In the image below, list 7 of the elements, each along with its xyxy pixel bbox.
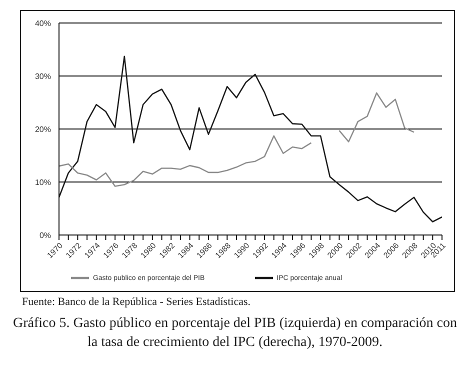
y-tick-label: 10%: [34, 178, 51, 187]
source-note: Fuente: Banco de la República - Series Estadísticas.: [22, 296, 250, 308]
y-tick-label: 30%: [34, 72, 51, 81]
text: Gráfico 5. Gasto público en porcentaje del PIB (izquierda) en comparación con la tasa de crecimiento del IPC (derecha), 1970-2009.: [12, 315, 458, 352]
y-tick-label: 20%: [34, 124, 51, 134]
y-tick-label: 40%: [34, 18, 51, 28]
y-tick-label: 0%: [39, 230, 51, 240]
